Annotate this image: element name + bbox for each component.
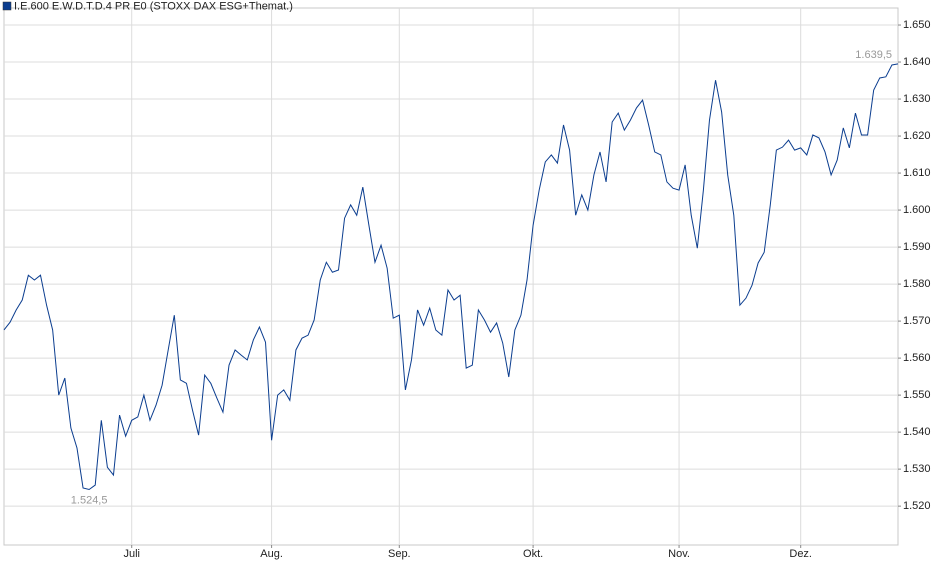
annotation: 1.524,5	[71, 494, 108, 506]
line	[3, 63, 899, 491]
y-tick-label: 1.520	[903, 500, 931, 512]
y-tick-label: 1.550	[903, 389, 931, 401]
y-tick-label: 1.620	[903, 130, 931, 142]
y-tick-label: 1.590	[903, 241, 931, 253]
y-tick-label: 1.640	[903, 56, 931, 68]
plot-frame	[3, 7, 899, 546]
y-tick-label: 1.540	[903, 426, 931, 438]
x-tick-label: Dez.	[789, 548, 812, 560]
y-tick-label: 1.560	[903, 352, 931, 364]
x-tick-label: Aug.	[260, 548, 283, 560]
legend-swatch	[2, 1, 12, 11]
y-tick-label: 1.630	[903, 93, 931, 105]
y-tick-label: 1.600	[903, 204, 931, 216]
y-tick-label: 1.570	[903, 315, 931, 327]
x-tick-label: Juli	[123, 548, 140, 560]
x-tick-label: Sep.	[388, 548, 411, 560]
y-tick-label: 1.650	[903, 19, 931, 31]
x-tick-label: Okt.	[523, 548, 543, 560]
x-tick-label: Nov.	[668, 548, 690, 560]
y-tick-label: 1.610	[903, 167, 931, 179]
annotation: 1.639,5	[855, 49, 892, 61]
y-tick-label: 1.580	[903, 278, 931, 290]
legend-label: I.E.600 E.W.D.T.D.4 PR E0 (STOXX DAX ESG…	[14, 0, 293, 12]
y-tick-label: 1.530	[903, 463, 931, 475]
